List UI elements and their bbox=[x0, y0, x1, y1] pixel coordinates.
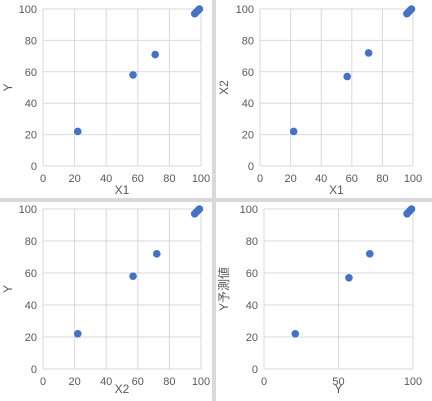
x-tick-label: 20 bbox=[284, 173, 296, 185]
x-axis-title: X1 bbox=[115, 183, 130, 197]
y-tick-label: 60 bbox=[246, 268, 258, 280]
y-axis-title: Y予測値 bbox=[216, 267, 231, 311]
x-tick-label: 50 bbox=[332, 376, 344, 388]
data-point bbox=[364, 49, 373, 57]
y-tick-label: 20 bbox=[25, 130, 37, 142]
y-tick-label: 40 bbox=[25, 300, 37, 312]
x-axis-title: X1 bbox=[329, 183, 344, 197]
scatter-plot-y-ypred: 0 50 100 0 20 40 60 80 100 Y Y予測値 bbox=[216, 204, 422, 396]
x-tick-label: 0 bbox=[40, 173, 46, 185]
y-tick-label: 100 bbox=[236, 4, 254, 16]
y-tick-label: 40 bbox=[246, 300, 258, 312]
data-point bbox=[129, 272, 137, 280]
x-tick-label: 60 bbox=[132, 173, 144, 185]
data-point bbox=[152, 250, 161, 258]
x-tick-label: 80 bbox=[376, 173, 388, 185]
y-tick-label: 20 bbox=[25, 332, 37, 344]
x-tick-label: 100 bbox=[404, 173, 422, 185]
x-tick-label: 100 bbox=[192, 376, 210, 388]
chart-panel-x1-y: 0 20 40 60 80 100 0 20 40 60 80 100 X1 Y bbox=[0, 0, 212, 198]
y-tick-label: 0 bbox=[31, 364, 37, 376]
x-tick-label: 20 bbox=[68, 173, 80, 185]
x-axis-title: Y bbox=[334, 382, 342, 396]
x-tick-label: 60 bbox=[132, 376, 144, 388]
scatter-plot-x1-x2: 0 20 40 60 80 100 0 20 40 60 80 100 X1 X2 bbox=[217, 4, 422, 197]
y-tick-label: 100 bbox=[240, 204, 258, 216]
data-point bbox=[73, 127, 82, 136]
scatter-plot-x2-y: 0 20 40 60 80 100 0 20 40 60 80 100 X2 Y bbox=[1, 204, 210, 396]
y-tick-label: 0 bbox=[31, 161, 37, 173]
data-point bbox=[129, 71, 137, 79]
y-tick-label: 80 bbox=[242, 35, 254, 47]
data-point bbox=[73, 330, 82, 338]
y-axis-title: Y bbox=[1, 83, 15, 91]
y-tick-label: 60 bbox=[25, 67, 37, 79]
y-tick-label: 40 bbox=[25, 98, 37, 110]
data-point bbox=[365, 250, 374, 258]
x-tick-label: 100 bbox=[192, 173, 210, 185]
x-tick-label: 60 bbox=[346, 173, 358, 185]
data-point bbox=[289, 127, 298, 136]
scatter-plot-x1-y: 0 20 40 60 80 100 0 20 40 60 80 100 X1 Y bbox=[1, 4, 210, 197]
y-tick-label: 100 bbox=[19, 4, 37, 16]
x-tick-label: 80 bbox=[163, 376, 175, 388]
y-tick-label: 40 bbox=[242, 98, 254, 110]
y-tick-label: 80 bbox=[25, 35, 37, 47]
data-point bbox=[195, 205, 204, 213]
y-tick-label: 20 bbox=[246, 332, 258, 344]
y-tick-label: 100 bbox=[19, 204, 37, 216]
data-point bbox=[291, 330, 300, 338]
y-tick-label: 60 bbox=[242, 67, 254, 79]
y-tick-label: 20 bbox=[242, 130, 254, 142]
y-tick-label: 60 bbox=[25, 268, 37, 280]
data-point bbox=[407, 205, 416, 213]
chart-panel-x1-x2: 0 20 40 60 80 100 0 20 40 60 80 100 X1 X2 bbox=[216, 0, 432, 198]
chart-panel-x2-y: 0 20 40 60 80 100 0 20 40 60 80 100 X2 Y bbox=[0, 202, 212, 401]
y-tick-label: 80 bbox=[25, 236, 37, 248]
data-point bbox=[343, 72, 352, 81]
y-axis-title: X2 bbox=[217, 80, 231, 95]
data-point bbox=[195, 5, 204, 13]
data-point bbox=[345, 274, 353, 282]
chart-panel-y-ypred: 0 50 100 0 20 40 60 80 100 Y Y予測値 bbox=[216, 202, 432, 401]
x-axis-title: X2 bbox=[115, 382, 130, 396]
x-tick-label: 0 bbox=[257, 173, 263, 185]
data-point bbox=[407, 5, 416, 13]
y-tick-label: 0 bbox=[252, 364, 258, 376]
x-tick-label: 20 bbox=[68, 376, 80, 388]
y-tick-label: 80 bbox=[246, 236, 258, 248]
x-tick-label: 40 bbox=[315, 173, 327, 185]
x-tick-label: 0 bbox=[40, 376, 46, 388]
x-tick-label: 0 bbox=[261, 376, 267, 388]
y-axis-title: Y bbox=[1, 285, 15, 293]
x-tick-label: 40 bbox=[100, 173, 112, 185]
x-tick-label: 40 bbox=[100, 376, 112, 388]
y-tick-label: 0 bbox=[248, 161, 254, 173]
x-tick-label: 100 bbox=[404, 376, 422, 388]
data-point bbox=[151, 50, 159, 59]
x-tick-label: 80 bbox=[163, 173, 175, 185]
